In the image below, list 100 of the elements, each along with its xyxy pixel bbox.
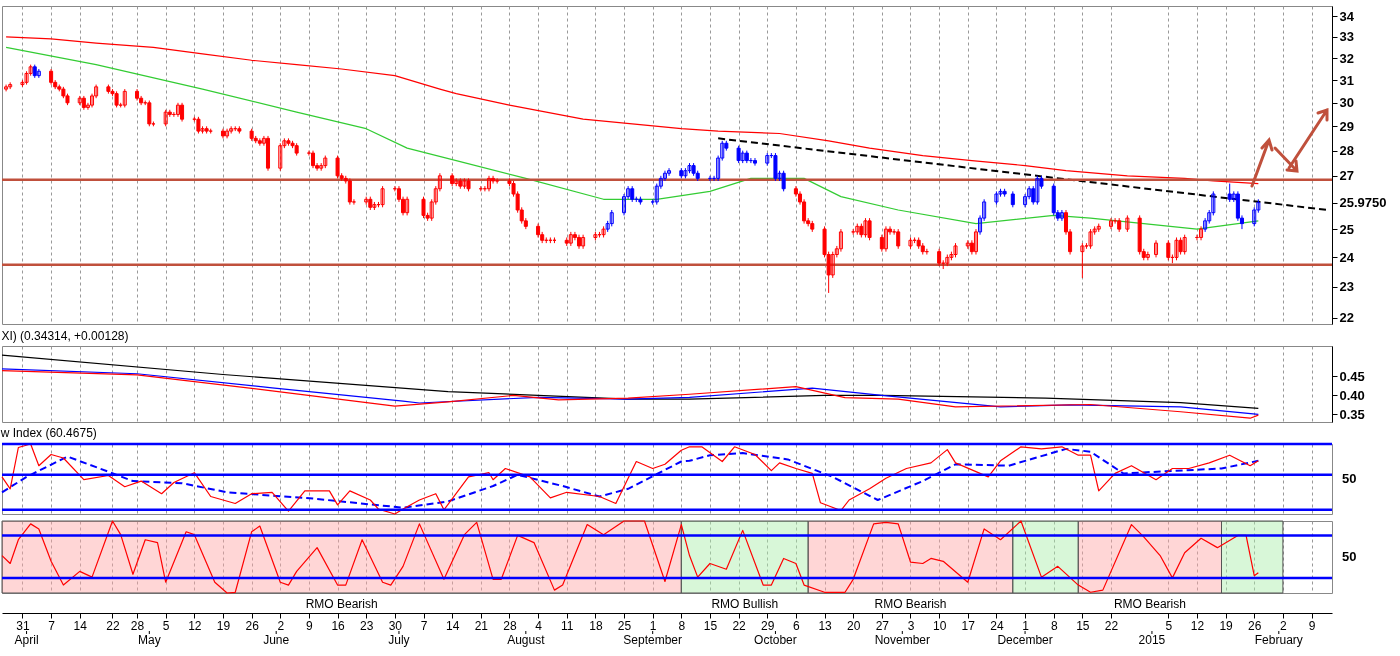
- x-tick-label: 22: [106, 618, 120, 633]
- candlestick: [773, 152, 778, 182]
- x-tick-label: 13: [818, 618, 833, 633]
- x-tick-label: 3: [907, 618, 915, 633]
- y-tick-label: 27: [1339, 168, 1354, 184]
- x2-tick-label: June: [263, 633, 290, 647]
- x2-tick-label: April: [14, 633, 39, 647]
- candlestick: [335, 155, 340, 179]
- candlestick: [581, 234, 586, 250]
- x-tick-label: 22: [1104, 618, 1119, 633]
- candlestick: [180, 102, 185, 123]
- y-tick-label: 23: [1339, 279, 1354, 295]
- candlestick: [867, 217, 872, 241]
- y-tick-label: 0.45: [1339, 368, 1365, 384]
- x-tick-label: 11: [561, 618, 574, 633]
- x-tick-label: 26: [245, 618, 260, 633]
- x-tick-label: 20: [847, 618, 861, 633]
- candlestick: [838, 228, 843, 253]
- x2-tick-label: September: [623, 633, 683, 647]
- candlestick: [421, 196, 426, 219]
- x-tick-label: 15: [703, 618, 718, 633]
- x-tick-label: 18: [589, 618, 603, 633]
- y-tick-label: 29: [1339, 118, 1354, 134]
- x-tick-label: 28: [503, 618, 517, 633]
- x-tick-label: 30: [388, 618, 403, 633]
- band-label: RMO Bearish: [305, 597, 378, 611]
- x-tick-label: 25: [617, 618, 632, 633]
- x-tick-label: 6: [793, 618, 801, 633]
- candlestick: [1199, 225, 1204, 241]
- x-tick-label: 5: [162, 618, 170, 633]
- x-tick-label: 27: [875, 618, 890, 633]
- y-tick-label: 28: [1339, 143, 1354, 159]
- text: 50: [1342, 471, 1357, 486]
- x2-tick-label: October: [754, 633, 797, 647]
- x2-tick-label: 2015: [1138, 633, 1166, 647]
- x-tick-label: 22: [732, 618, 747, 633]
- y-tick-label: 0.40: [1339, 387, 1365, 403]
- x2-tick-label: August: [507, 633, 546, 647]
- x-tick-label: 14: [445, 618, 460, 633]
- band-label: RMO Bearish: [1113, 597, 1186, 611]
- x-tick-label: 14: [73, 618, 88, 633]
- candlestick: [225, 128, 230, 139]
- x-tick-label: 2: [1280, 618, 1288, 633]
- y-tick-label: 32: [1339, 50, 1354, 66]
- x-tick-label: 8: [678, 618, 686, 633]
- line-series: [5, 46, 1259, 230]
- x-tick-label: 24: [990, 618, 1004, 633]
- x-tick-label: 26: [1248, 618, 1262, 633]
- candlestick: [278, 142, 283, 172]
- x2-tick-label: May: [137, 633, 161, 647]
- x-tick-label: 17: [961, 618, 976, 633]
- y-tick-label: 25.9750: [1339, 195, 1387, 211]
- x-tick-label: 12: [188, 618, 202, 633]
- candlestick: [896, 228, 901, 250]
- x2-tick-label: December: [997, 633, 1053, 647]
- y-tick-label: 34: [1339, 8, 1355, 24]
- band-label: RMO Bearish: [874, 597, 947, 611]
- candlestick: [1088, 228, 1093, 250]
- x-tick-label: 5: [1165, 618, 1173, 633]
- text: 50: [1342, 549, 1357, 564]
- chart-title: w Index (60.4675): [0, 425, 97, 440]
- x-tick-label: 19: [1219, 618, 1234, 633]
- x-tick-label: 2: [277, 618, 285, 633]
- candlestick: [667, 167, 672, 177]
- candlestick: [1109, 217, 1114, 230]
- x-tick-label: 7: [48, 618, 56, 633]
- x-tick-label: 1: [1022, 618, 1030, 633]
- candlestick: [405, 196, 410, 216]
- y-tick-label: 24: [1339, 249, 1355, 265]
- x2-tick-label: November: [874, 633, 930, 647]
- candlestick: [1252, 206, 1257, 227]
- candlestick: [1154, 239, 1159, 258]
- y-tick-label: 25: [1339, 221, 1354, 237]
- x-tick-label: 9: [306, 618, 314, 633]
- candlestick: [175, 102, 180, 118]
- x-tick-label: 1: [649, 618, 657, 633]
- x-tick-label: 15: [1076, 618, 1090, 633]
- candlestick: [1166, 239, 1171, 261]
- y-tick-label: 31: [1339, 72, 1354, 88]
- candlestick: [863, 217, 868, 238]
- x2-tick-label: February: [1254, 633, 1303, 647]
- x-tick-label: 29: [761, 618, 775, 633]
- y-tick-label: 30: [1339, 95, 1354, 111]
- x-tick-label: 7: [420, 618, 428, 633]
- x-tick-label: 12: [1190, 618, 1205, 633]
- line-series: [1, 354, 1259, 409]
- x2-tick-label: July: [388, 633, 410, 647]
- candlestick: [1227, 183, 1232, 203]
- y-tick-label: 22: [1339, 310, 1354, 326]
- x-tick-label: 8: [1050, 618, 1058, 633]
- x-tick-label: 4: [535, 618, 543, 633]
- band-label: RMO Bullish: [711, 597, 779, 611]
- y-tick-label: 0.35: [1339, 406, 1365, 422]
- x-tick-label: 31: [16, 618, 30, 633]
- x-tick-label: 10: [932, 618, 947, 633]
- x-tick-label: 19: [216, 618, 231, 633]
- candlestick: [752, 157, 757, 167]
- x-tick-label: 28: [130, 618, 145, 633]
- chart-title: XI) (0.34314, +0.00128): [1, 329, 129, 343]
- candlestick: [1174, 236, 1179, 261]
